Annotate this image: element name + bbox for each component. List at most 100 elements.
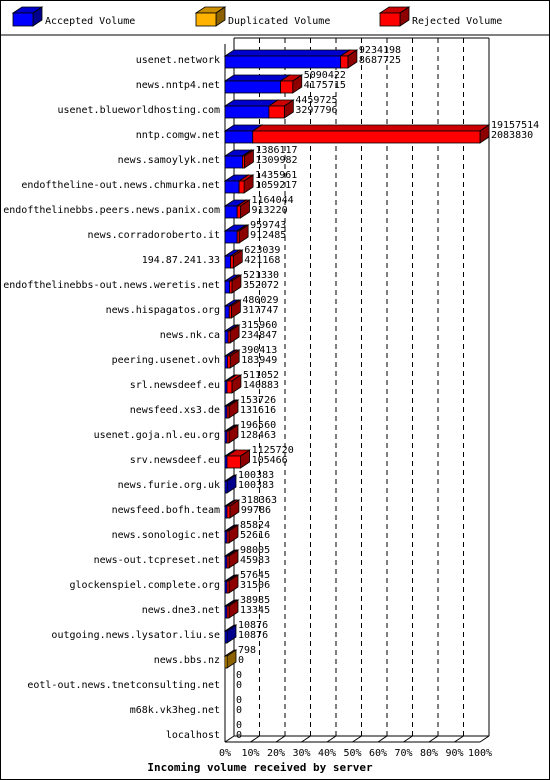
accepted-value-label: 2083830 (491, 130, 533, 141)
bar-segment-0-top (223, 74, 291, 82)
bar-segment-0 (223, 474, 238, 494)
total-value-label: 511052 (243, 370, 279, 381)
legend-swatch-1 (194, 6, 227, 27)
total-value-label: 1125720 (252, 445, 294, 456)
category-label: localhost (166, 730, 220, 741)
total-value-label: 19157514 (491, 120, 539, 131)
bar-segment-0-front (224, 630, 228, 644)
category-label: news.nntp4.net (136, 80, 220, 91)
accepted-value-label: 4175715 (304, 80, 346, 91)
bar-segment-2 (237, 174, 255, 194)
legend-label-2: Rejected Volume (412, 16, 502, 27)
bar-segment-0-front (224, 305, 230, 319)
category-label: glockenspiel.complete.org (69, 580, 220, 591)
category-label: news.nk.ca (160, 330, 220, 341)
bar-segment-0-side (226, 474, 237, 494)
bar-segment-2-front (236, 205, 241, 219)
total-value-label: 315960 (241, 320, 277, 331)
bar-segment-2 (225, 599, 240, 619)
accepted-value-label: 317747 (242, 305, 278, 316)
category-label: outgoing.news.lysator.liu.se (51, 630, 220, 641)
category-label: news.bbs.nz (154, 655, 220, 666)
floor-tick-0 (224, 735, 235, 743)
total-value-label: 480029 (242, 295, 278, 306)
x-axis: 0% 10% 20% 30% 40% 50% 60% 70% 80% 90% 100% (219, 748, 492, 759)
bar-segment-0-front (224, 105, 270, 119)
total-value-label: 0 (236, 670, 242, 681)
total-value-label: 390413 (241, 345, 277, 356)
bar-segment-0-front (224, 255, 232, 269)
category-label: news.furie.org.uk (118, 480, 220, 491)
bar-segment-2-front (228, 305, 232, 319)
category-label: endofthelinebbs.peers.news.panix.com (3, 205, 220, 216)
bar-segment-2 (339, 49, 359, 69)
category-label: eotl-out.news.tnetconsulting.net (27, 680, 220, 691)
bar-segment-0-front (224, 230, 238, 244)
bar-segment-2 (235, 199, 251, 219)
total-value-label: 100383 (238, 470, 274, 481)
bar-segment-0-front (224, 130, 254, 144)
floor-tick-3 (301, 735, 311, 743)
floor-tick-5 (352, 735, 362, 743)
accepted-value-label: 131616 (240, 405, 276, 416)
bar-segment-0-front (224, 55, 342, 69)
total-value-label: 196560 (240, 420, 276, 431)
total-value-label: 9234198 (359, 45, 401, 56)
accepted-value-label: 0 (238, 655, 244, 666)
floor-tick-8 (428, 735, 439, 743)
total-value-label: 85824 (240, 520, 270, 531)
bar-segment-2-front (226, 530, 230, 544)
bar-segment-2 (235, 224, 250, 244)
accepted-value-label: 10876 (238, 630, 268, 641)
category-label: m68k.vk3heg.net (130, 705, 220, 716)
bar-segment-2-front (226, 405, 230, 419)
floor-tick-4 (326, 735, 337, 743)
accepted-value-label: 1059217 (255, 180, 297, 191)
floor-tick-2 (275, 735, 286, 743)
legend-swatch-2-front (379, 12, 401, 27)
total-value-label: 38985 (240, 595, 270, 606)
accepted-value-label: 45983 (240, 555, 270, 566)
accepted-value-label: 0 (236, 680, 242, 691)
accepted-value-label: 128463 (240, 430, 276, 441)
bar-segment-0 (223, 624, 238, 644)
accepted-value-label: 1309982 (255, 155, 297, 166)
x-tick-label-7: 70% (394, 748, 412, 759)
floor-tick-6 (377, 735, 388, 743)
category-label: news.sonologic.net (112, 530, 220, 541)
accepted-value-label: 13345 (240, 605, 270, 616)
bar-segment-0 (223, 49, 351, 69)
category-label: usenet.network (136, 55, 220, 66)
category-label: endoftheline-out.news.chmurka.net (21, 180, 220, 191)
category-label: 194.87.241.33 (142, 255, 220, 266)
category-label: srv.newsdeef.eu (130, 455, 220, 466)
bar-segment-0-front (224, 80, 281, 94)
floor-tick-1 (250, 735, 260, 743)
x-tick-label-2: 20% (267, 748, 285, 759)
floor-tick-10 (479, 735, 490, 743)
x-tick-label-10: 100% (468, 748, 492, 759)
bar-segment-2-front (238, 180, 245, 194)
total-value-label: 0 (236, 720, 242, 731)
accepted-value-label: 140883 (243, 380, 279, 391)
floor-tick-7 (403, 735, 413, 743)
accepted-value-label: 0 (236, 730, 242, 741)
x-tick-label-4: 40% (318, 748, 336, 759)
floor-tick-9 (454, 735, 464, 743)
bar-segment-0-front (224, 280, 231, 294)
bar-segment-2 (228, 274, 243, 294)
total-value-label: 0 (236, 695, 242, 706)
x-tick-label-9: 90% (445, 748, 463, 759)
category-label: newsfeed.bofh.team (112, 505, 220, 516)
category-label: peering.usenet.ovh (112, 355, 220, 366)
total-value-label: 4459725 (295, 95, 337, 106)
accepted-value-label: 99786 (241, 505, 271, 516)
accepted-value-label: 3297796 (295, 105, 337, 116)
x-tick-label-0: 0% (219, 748, 231, 759)
total-value-label: 153726 (240, 395, 276, 406)
category-label: newsfeed.xs3.de (130, 405, 220, 416)
bar-segment-0-front (224, 480, 228, 494)
category-label: news.hispagatos.org (106, 305, 220, 316)
